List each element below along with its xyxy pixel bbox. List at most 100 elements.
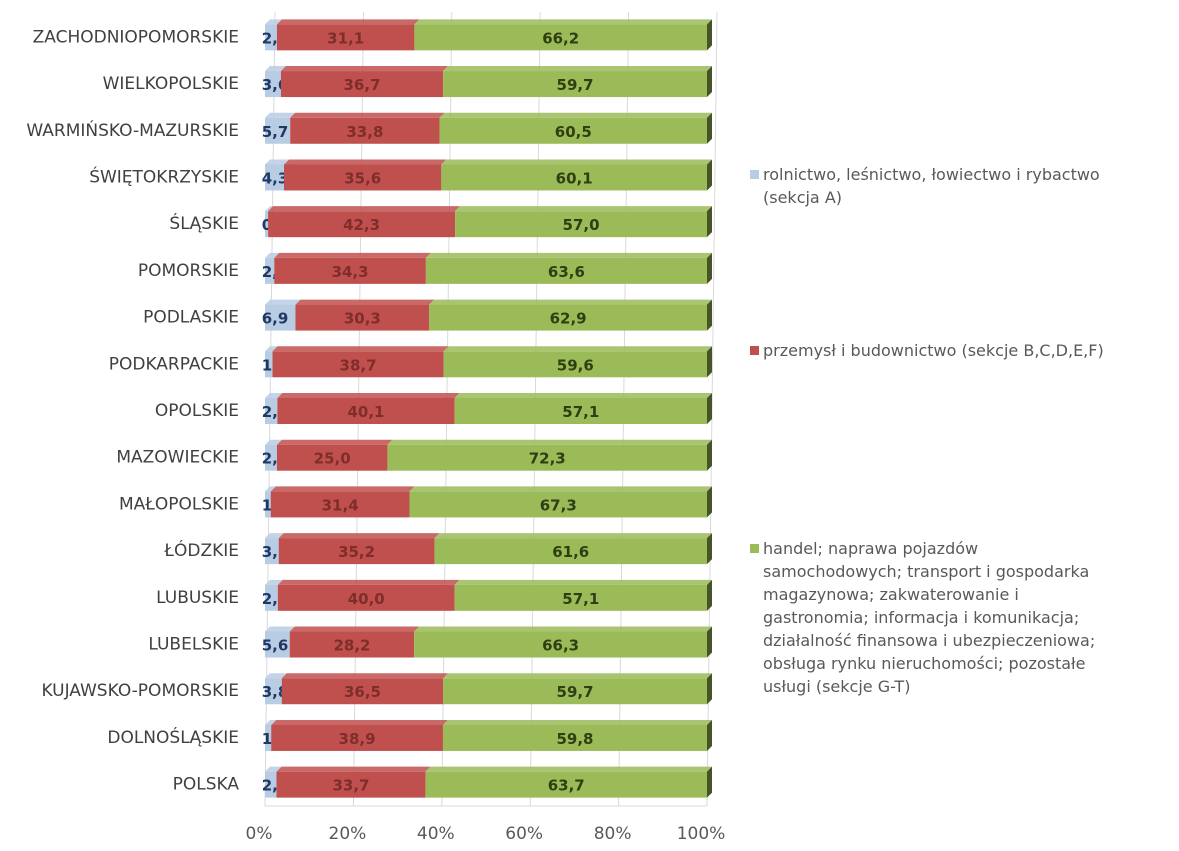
bar-segment <box>290 117 440 144</box>
legend-label-services-line6: obsługa rynku nieruchomości; pozostałe <box>763 654 1086 673</box>
legend-label-services-line1: handel; naprawa pojazdów <box>763 539 979 558</box>
category-label: MAZOWIECKIE <box>116 448 239 468</box>
bar-segment <box>276 444 388 471</box>
bar-segment <box>281 678 444 705</box>
bar-segment <box>265 444 277 471</box>
data-label: 34,3 <box>332 263 369 281</box>
legend-swatch-industry <box>750 346 759 355</box>
bar-segment <box>265 71 281 98</box>
data-label: 66,3 <box>542 637 579 655</box>
bar-segment <box>284 164 442 191</box>
bar-side-face <box>707 439 712 471</box>
data-label: 3,8 <box>262 683 289 701</box>
bar-segment <box>268 211 456 238</box>
bar-side-face <box>707 252 712 284</box>
bar-segment <box>265 351 273 378</box>
category-label: POLSKA <box>173 775 240 795</box>
bar-top-face <box>425 252 712 258</box>
data-label: 62,9 <box>550 310 587 328</box>
bar-side-face <box>707 626 712 658</box>
bar-segment <box>265 24 277 51</box>
bar-segment <box>414 24 707 51</box>
category-label: LUBUSKIE <box>156 588 239 608</box>
bar-segment <box>265 538 279 565</box>
bar-top-face <box>265 66 286 72</box>
bar-top-face <box>455 206 712 212</box>
bar-segment <box>442 724 707 751</box>
bar-top-face <box>284 159 447 165</box>
bar-segment <box>272 351 444 378</box>
legend-item-services: handel; naprawa pojazdów samochodowych; … <box>750 537 1170 698</box>
data-label: 59,8 <box>556 730 593 748</box>
bar-segment <box>265 678 282 705</box>
bar-segment <box>443 71 707 98</box>
legend-item-industry: przemysł i budownictwo (sekcje B,C,D,E,F… <box>750 339 1170 362</box>
legend-label-services-line7: usługi (sekcje G-T) <box>763 677 911 696</box>
bar-segment <box>265 584 278 611</box>
bar-segment <box>265 164 285 191</box>
bar-segment <box>274 257 426 284</box>
bar-top-face <box>271 719 448 725</box>
bar-top-face <box>429 299 712 305</box>
bar-top-face <box>442 719 712 725</box>
bar-top-face <box>425 766 712 772</box>
legend-label-services-line4: gastronomia; informacja i komunikacja; <box>763 608 1080 627</box>
legend-label-services-line3: magazynowa; zakwaterowanie i <box>763 585 1019 604</box>
bar-top-face <box>265 626 295 632</box>
data-label: 57,1 <box>562 590 599 608</box>
category-label: PODLASKIE <box>143 308 239 328</box>
bar-top-face <box>276 439 393 445</box>
category-label: ZACHODNIOPOMORSKIE <box>33 27 239 47</box>
bar-segment <box>280 71 444 98</box>
bar-top-face <box>265 299 301 305</box>
x-tick-label: 40% <box>417 824 455 844</box>
bar-top-face <box>265 346 278 352</box>
bar-top-face <box>387 439 712 445</box>
bar-top-face <box>439 112 712 118</box>
legend-label-agriculture-line2: (sekcja A) <box>763 188 843 207</box>
bar-side-face <box>707 19 712 51</box>
bar-side-face <box>707 206 712 238</box>
x-tick-label: 80% <box>594 824 632 844</box>
bar-top-face <box>265 673 287 679</box>
category-label: LUBELSKIE <box>148 635 239 655</box>
data-label: 57,0 <box>563 216 600 234</box>
data-label: 66,2 <box>542 29 579 47</box>
data-label: 36,7 <box>344 76 381 94</box>
bar-side-face <box>707 66 712 98</box>
legend-label-agriculture: rolnictwo, leśnictwo, łowiectwo i rybact… <box>763 165 1100 184</box>
data-label: 60,5 <box>555 123 592 141</box>
bar-side-face <box>707 159 712 191</box>
bar-top-face <box>265 719 277 725</box>
data-label: 33,7 <box>332 777 369 795</box>
data-label: 59,7 <box>557 76 594 94</box>
bar-top-face <box>265 206 274 212</box>
bar-top-face <box>454 393 712 398</box>
bar-segment <box>295 304 430 331</box>
data-label: 36,5 <box>344 683 381 701</box>
bar-top-face <box>265 393 283 398</box>
bar-top-face <box>414 626 712 632</box>
bar-segment <box>265 724 272 751</box>
data-label: 42,3 <box>343 216 380 234</box>
x-tick-label: 20% <box>329 824 367 844</box>
bar-segment <box>277 398 455 424</box>
bar-top-face <box>270 486 415 492</box>
bar-top-face <box>265 533 284 539</box>
data-label: 33,8 <box>346 123 383 141</box>
bar-segment <box>441 164 707 191</box>
bar-segment <box>277 584 455 611</box>
bar-segment <box>434 538 707 565</box>
legend-swatch-agriculture <box>750 170 759 179</box>
bar-side-face <box>707 766 712 798</box>
bar-top-face <box>441 159 712 165</box>
x-tick-label: 100% <box>677 824 726 844</box>
bar-side-face <box>707 486 712 518</box>
bar-segment <box>265 491 271 518</box>
bar-top-face <box>265 159 290 165</box>
bar-top-face <box>265 112 296 118</box>
bar-top-face <box>443 346 712 352</box>
legend-label-services-line5: działalność finansowa i ubezpieczeniowa; <box>763 631 1096 650</box>
x-tick-label: 60% <box>505 824 543 844</box>
